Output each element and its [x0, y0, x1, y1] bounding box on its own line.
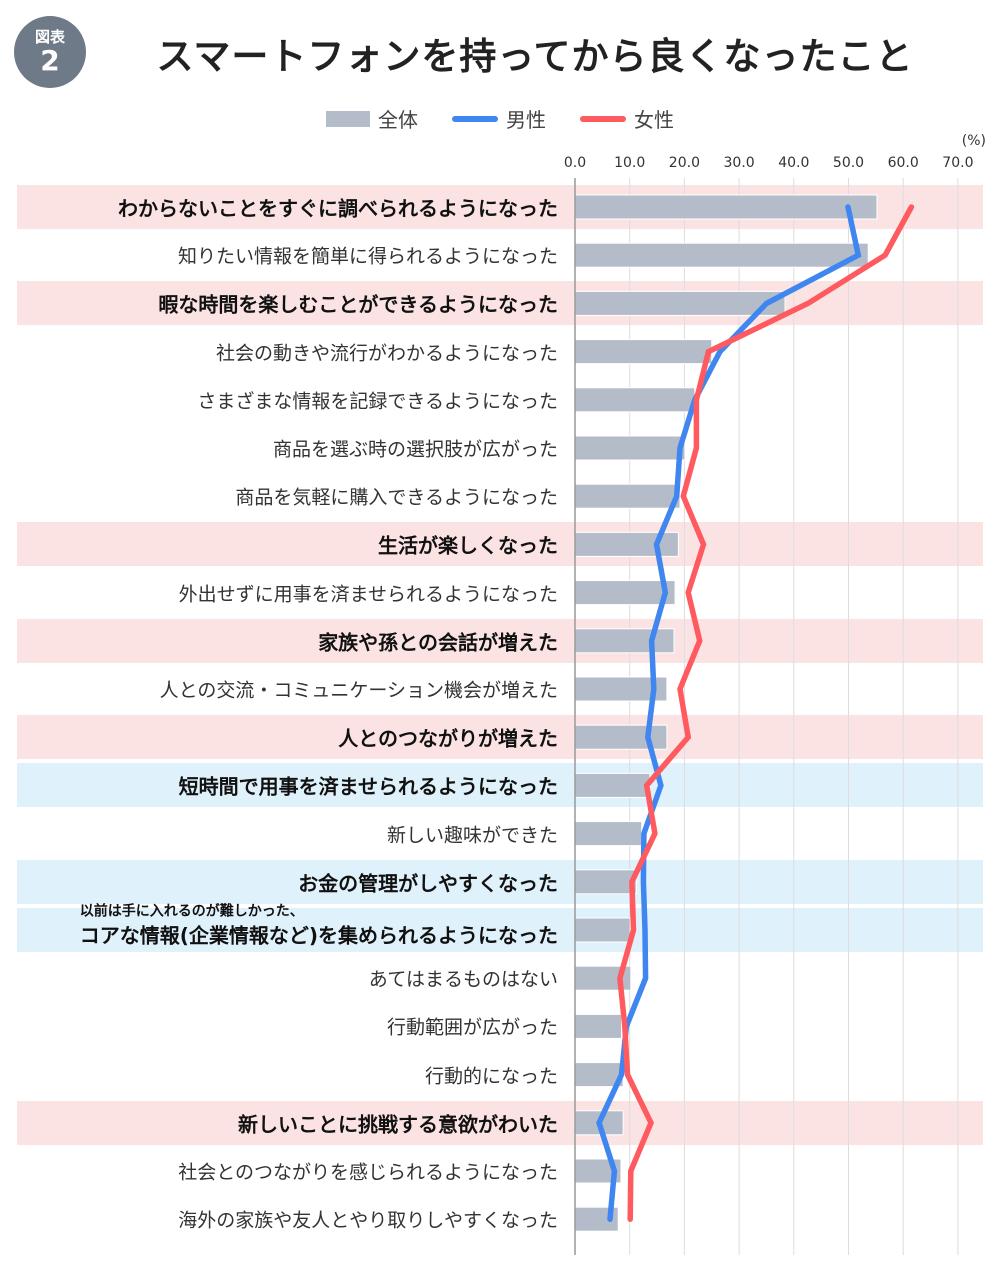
category-label: 行動的になった	[425, 1061, 558, 1088]
category-label: 人との交流・コミュニケーション機会が増えた	[160, 676, 558, 703]
category-label: 商品を気軽に購入できるようになった	[235, 483, 558, 510]
category-label-text: 人との交流・コミュニケーション機会が増えた	[159, 679, 558, 702]
category-label: 人とのつながりが増えた	[338, 723, 558, 752]
bar-all	[574, 724, 668, 750]
category-label: わからないことをすぐに調べられるようになった	[118, 193, 558, 222]
category-label: 行動範囲が広がった	[387, 1013, 558, 1040]
category-label-text: 人とのつながりが増えた	[338, 726, 558, 751]
bar-all	[574, 242, 869, 268]
category-label-text: 生活が楽しくなった	[378, 533, 558, 558]
bar-all	[574, 387, 696, 413]
category-label: さまざまな情報を記録できるようになった	[197, 386, 558, 413]
category-label-text: 商品を選ぶ時の選択肢が広がった	[272, 438, 558, 461]
bar-all	[574, 772, 651, 798]
x-tick-label: 20.0	[668, 155, 700, 171]
figure-badge-number: 2	[40, 44, 60, 77]
bar-all	[574, 869, 637, 895]
category-label: お金の管理がしやすくなった	[298, 867, 558, 896]
category-label-text: あてはまるものはない	[368, 968, 558, 991]
category-label-text: さまざまな情報を記録できるようになった	[197, 390, 558, 413]
bar-all	[574, 821, 643, 847]
highlight-band	[17, 281, 983, 326]
legend-item-female: 女性	[580, 104, 674, 133]
legend-item-male: 男性	[452, 104, 546, 133]
chart-title: スマートフォンを持ってから良くなったこと	[156, 35, 914, 78]
category-label-text: コアな情報(企業情報など)を集められるようになった	[79, 923, 558, 948]
category-label-text: 知りたい情報を簡単に得られるようになった	[177, 245, 558, 268]
category-label-text: 新しい趣味ができた	[386, 824, 558, 847]
category-label-text: 海外の家族や友人とやり取りしやすくなった	[178, 1209, 558, 1232]
highlight-band	[17, 763, 983, 808]
highlight-band	[17, 715, 983, 760]
figure-badge-label: 図表	[34, 28, 65, 46]
legend-label-female: 女性	[634, 108, 674, 132]
category-label: 社会とのつながりを感じられるようになった	[178, 1158, 558, 1185]
x-tick-label: 50.0	[832, 155, 865, 171]
category-label: 外出せずに用事を済ませられるようになった	[179, 579, 558, 606]
bar-all	[574, 917, 631, 943]
category-sublabel: 以前は手に入れるのが難しかった、	[79, 903, 304, 920]
highlight-band	[17, 618, 983, 663]
legend-swatch-all	[326, 110, 370, 127]
category-label-text: わからないことをすぐに調べられるようになった	[118, 196, 558, 221]
category-label-text: 家族や孫との会話が増えた	[318, 630, 558, 655]
legend: 全体 男性 女性	[0, 104, 1000, 133]
category-label-text: 新しいことに挑戦する意欲がわいた	[238, 1112, 558, 1137]
category-label: 生活が楽しくなった	[378, 530, 558, 559]
category-label: 以前は手に入れるのが難しかった、コアな情報(企業情報など)を集められるようになっ…	[80, 904, 558, 949]
x-tick-label: 40.0	[778, 155, 810, 171]
line-female	[617, 204, 915, 1222]
legend-swatch-female	[580, 115, 626, 122]
x-tick-label: 70.0	[942, 155, 974, 171]
category-label: 新しいことに挑戦する意欲がわいた	[238, 1108, 558, 1137]
bar-all	[574, 628, 675, 654]
bar-all	[574, 580, 676, 606]
x-tick-label: 30.0	[723, 155, 755, 171]
category-label: 海外の家族や友人とやり取りしやすくなった	[178, 1206, 558, 1233]
x-tick-label: 60.0	[887, 155, 919, 171]
category-label-text: 社会の動きや流行がわかるようになった	[215, 342, 558, 365]
bar-all	[574, 1013, 622, 1039]
category-label-text: 外出せずに用事を済ませられるようになった	[178, 583, 558, 606]
legend-label-all: 全体	[378, 108, 418, 132]
highlight-band	[17, 522, 983, 567]
highlight-band	[17, 859, 983, 904]
x-tick-label: 0.0	[563, 155, 587, 171]
legend-swatch-male	[452, 115, 498, 122]
unit-label: (%)	[961, 133, 986, 149]
category-label-text: 社会とのつながりを感じられるようになった	[178, 1161, 558, 1184]
figure-badge: 図表 2	[14, 16, 86, 88]
category-label: あてはまるものはない	[369, 965, 558, 992]
category-label: 知りたい情報を簡単に得られるようになった	[178, 242, 558, 269]
category-label: 新しい趣味ができた	[387, 820, 558, 847]
highlight-band	[17, 1100, 983, 1145]
x-tick-label: 10.0	[614, 155, 646, 171]
category-label-text: 商品を気軽に購入できるようになった	[235, 486, 558, 509]
category-label-text: 短時間で用事を済ませられるようになった	[178, 774, 558, 799]
legend-label-male: 男性	[506, 108, 546, 132]
bar-all	[574, 290, 786, 316]
category-label: 短時間で用事を済ませられるようになった	[179, 771, 558, 800]
bar-all	[574, 339, 713, 365]
category-label-text: 行動的になった	[424, 1065, 558, 1088]
category-label: 暇な時間を楽しむことができるようになった	[158, 289, 558, 318]
legend-item-all: 全体	[326, 104, 418, 133]
category-label-text: お金の管理がしやすくなった	[298, 871, 558, 896]
bar-all	[574, 194, 878, 220]
category-label: 社会の動きや流行がわかるようになった	[216, 338, 558, 365]
category-label-text: 暇な時間を楽しむことができるようになった	[158, 292, 558, 317]
category-label-text: 行動範囲が広がった	[386, 1016, 558, 1039]
highlight-band	[17, 908, 983, 952]
bar-all	[574, 483, 681, 509]
category-label: 商品を選ぶ時の選択肢が広がった	[273, 435, 558, 462]
bar-all	[574, 435, 686, 461]
category-label: 家族や孫との会話が増えた	[318, 626, 558, 655]
